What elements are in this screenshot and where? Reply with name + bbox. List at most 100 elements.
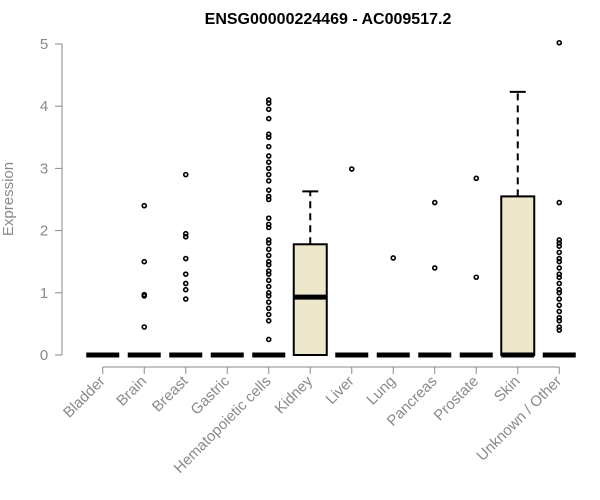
outlier-point — [141, 324, 148, 330]
outlier-point — [265, 293, 272, 299]
outlier-point — [556, 274, 563, 281]
outlier-point — [556, 289, 563, 296]
outlier-point — [556, 327, 563, 333]
outlier-point — [265, 131, 272, 137]
outlier-point — [556, 271, 563, 277]
box-5 — [292, 190, 328, 356]
outlier-point — [265, 115, 272, 122]
outlier-point — [265, 237, 272, 243]
x-tick-label: Skin — [491, 373, 524, 406]
outlier-point — [141, 291, 148, 298]
outlier-point — [556, 258, 563, 265]
x-tick-label: Kidney — [272, 372, 317, 417]
outlier-point — [265, 240, 272, 246]
outlier-point — [182, 234, 189, 240]
outlier-point — [265, 134, 272, 141]
box-10 — [500, 90, 536, 358]
y-tick-label: 4 — [40, 98, 48, 115]
outlier-point — [556, 255, 563, 262]
outlier-point — [265, 262, 272, 268]
outlier-point — [265, 106, 272, 113]
outlier-point — [431, 265, 438, 271]
outlier-point — [265, 187, 272, 193]
x-tick-label: Prostate — [431, 373, 483, 425]
outlier-point — [265, 196, 272, 203]
outlier-point — [473, 175, 480, 182]
outlier-point — [556, 308, 563, 315]
outlier-point — [265, 153, 272, 159]
y-tick-label: 0 — [40, 347, 48, 364]
outlier-point — [265, 178, 272, 184]
x-tick-label: Brain — [113, 373, 150, 410]
outlier-point — [141, 258, 148, 265]
box-4 — [252, 97, 286, 358]
outlier-point — [556, 237, 563, 243]
outlier-point — [348, 166, 355, 172]
box-6 — [335, 166, 369, 358]
outlier-point — [265, 258, 272, 265]
box-8 — [418, 199, 452, 358]
outlier-point — [265, 317, 272, 324]
outlier-point — [265, 277, 272, 284]
y-tick-label: 2 — [40, 223, 48, 240]
box-body — [500, 195, 536, 356]
outlier-point — [265, 143, 272, 150]
outlier-point — [556, 280, 563, 287]
outlier-point — [265, 305, 272, 312]
outlier-point — [473, 274, 480, 281]
outlier-point — [265, 268, 272, 274]
outlier-point — [265, 271, 272, 277]
outlier-point — [556, 240, 563, 246]
boxes — [86, 39, 576, 358]
outlier-point — [556, 314, 563, 321]
outlier-point — [265, 336, 272, 343]
outlier-point — [182, 286, 189, 293]
outlier-point — [182, 280, 189, 287]
outlier-point — [265, 311, 272, 318]
outlier-point — [556, 317, 563, 324]
outlier-point — [265, 221, 272, 228]
outlier-point — [556, 296, 563, 302]
x-tick-label: Lung — [363, 373, 399, 409]
box-7 — [376, 255, 410, 358]
outlier-point — [265, 252, 272, 259]
outlier-point — [265, 171, 272, 178]
y-tick-label: 5 — [40, 36, 48, 53]
outlier-point — [182, 255, 189, 262]
y-axis-label: Expression — [0, 162, 17, 236]
outlier-point — [265, 165, 272, 172]
outlier-point — [265, 193, 272, 200]
outlier-point — [265, 289, 272, 296]
outlier-point — [556, 39, 563, 46]
x-tick-label: Liver — [323, 373, 358, 408]
outlier-point — [556, 286, 563, 293]
outlier-point — [265, 159, 272, 165]
outlier-point — [556, 249, 563, 256]
outlier-point — [431, 199, 438, 206]
outlier-point — [265, 299, 272, 305]
outlier-point — [556, 302, 563, 309]
y-tick-label: 1 — [40, 285, 48, 302]
outlier-point — [182, 296, 189, 302]
outlier-point — [182, 171, 189, 178]
outlier-point — [265, 97, 272, 103]
chart-title: ENSG00000224469 - AC009517.2 — [205, 11, 452, 28]
outlier-point — [265, 215, 272, 221]
outlier-point — [265, 283, 272, 290]
y-tick-label: 3 — [40, 160, 48, 177]
x-tick-label: Breast — [149, 372, 192, 415]
outlier-point — [556, 243, 563, 249]
outlier-point — [141, 202, 148, 209]
outlier-point — [182, 230, 189, 237]
box-11 — [542, 39, 576, 358]
outlier-point — [390, 255, 397, 261]
outlier-point — [556, 265, 563, 271]
box-1 — [127, 202, 161, 358]
outlier-point — [265, 246, 272, 253]
outlier-point — [182, 271, 189, 277]
outlier-point — [556, 324, 563, 330]
x-tick-label: Bladder — [60, 373, 109, 422]
box-9 — [459, 175, 493, 358]
outlier-point — [556, 199, 563, 206]
